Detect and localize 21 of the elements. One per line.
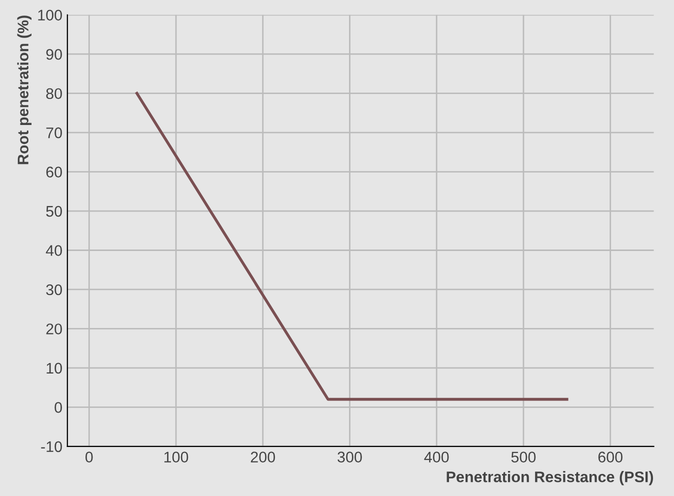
x-tick-label: 0 [85, 452, 93, 462]
y-axis-title: Root penetration (%) [17, 16, 32, 164]
x-axis-title: Penetration Resistance (PSI) [446, 471, 654, 486]
x-tick-label: 300 [338, 452, 362, 462]
x-tick-label: 200 [250, 452, 276, 462]
y-tick-label: 20 [46, 324, 62, 334]
y-tick-label: -10 [41, 441, 62, 452]
y-tick-label: 100 [38, 10, 62, 21]
x-tick-label: 600 [598, 452, 622, 462]
y-tick-label: 80 [46, 88, 62, 100]
x-tick-label: 100 [164, 452, 188, 462]
y-tick-label: 40 [46, 245, 62, 256]
y-tick-label: 30 [46, 284, 62, 296]
x-tick-label: 400 [424, 452, 449, 462]
y-tick-label: 0 [54, 402, 62, 413]
y-tick-label: 10 [46, 362, 62, 374]
y-tick-label: 50 [46, 206, 62, 217]
y-tick-label: 90 [46, 48, 62, 60]
x-tick-label: 500 [511, 452, 536, 462]
y-tick-label: 60 [46, 166, 62, 178]
y-tick-label: 70 [46, 127, 62, 138]
